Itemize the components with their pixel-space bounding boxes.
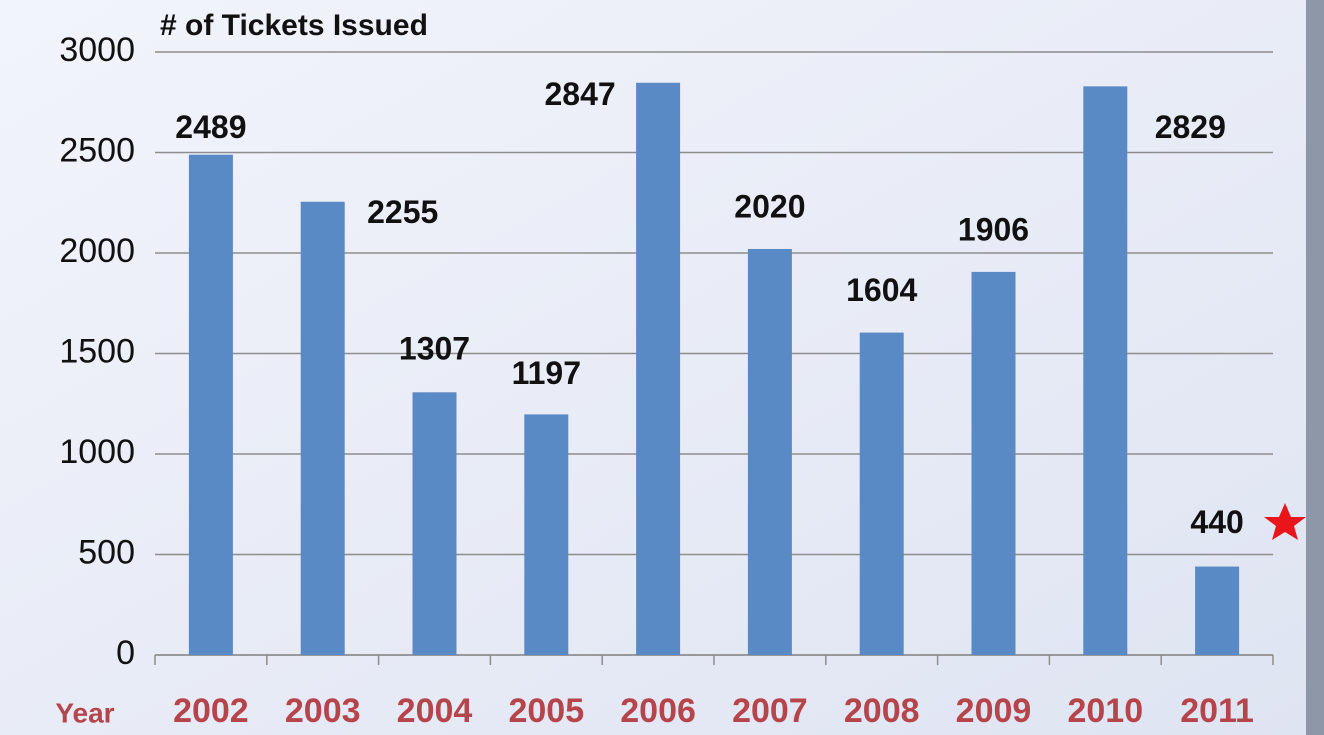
x-tick-label: 2007 bbox=[732, 692, 808, 730]
bar bbox=[971, 271, 1016, 655]
x-tick-label: 2005 bbox=[508, 692, 584, 730]
data-label: 1197 bbox=[512, 355, 581, 391]
bar bbox=[300, 201, 345, 655]
data-label: 2489 bbox=[175, 109, 246, 145]
bar bbox=[747, 248, 792, 656]
bar bbox=[859, 332, 904, 655]
y-tick-label: 500 bbox=[78, 533, 135, 571]
data-label: 2847 bbox=[545, 76, 616, 112]
data-label: 440 bbox=[1190, 504, 1243, 540]
data-label: 2255 bbox=[367, 194, 438, 230]
x-axis-label: Year bbox=[55, 697, 114, 728]
x-tick-label: 2008 bbox=[844, 692, 920, 730]
x-tick-label: 2003 bbox=[285, 692, 361, 730]
x-tick-label: 2009 bbox=[956, 692, 1032, 730]
y-tick-label: 2500 bbox=[59, 131, 135, 169]
x-tick-label: 2006 bbox=[620, 692, 696, 730]
data-label: 1906 bbox=[958, 211, 1029, 247]
x-tick-label: 2010 bbox=[1067, 692, 1143, 730]
y-tick-label: 1000 bbox=[59, 433, 135, 471]
y-tick-label: 2000 bbox=[59, 232, 135, 270]
y-tick-label: 3000 bbox=[59, 31, 135, 69]
bar bbox=[188, 154, 233, 655]
data-label: 1307 bbox=[399, 331, 470, 367]
x-tick-label: 2011 bbox=[1180, 692, 1254, 730]
bar bbox=[1195, 566, 1240, 655]
y-tick-label: 0 bbox=[116, 634, 135, 672]
x-tick-label: 2004 bbox=[397, 692, 473, 730]
bar bbox=[1083, 86, 1128, 656]
edge-strip bbox=[1306, 0, 1324, 735]
y-tick-label: 1500 bbox=[59, 332, 135, 370]
bar bbox=[524, 414, 569, 655]
data-label: 2020 bbox=[734, 188, 805, 224]
x-tick-label: 2002 bbox=[173, 692, 249, 730]
bar bbox=[412, 392, 457, 655]
plot: 0 500 1000 1500 2000 2500 3000 2002 2489 2003 2255… bbox=[59, 31, 1274, 730]
bar bbox=[636, 82, 681, 656]
chart-title: # of Tickets Issued bbox=[160, 9, 428, 42]
data-label: 2829 bbox=[1155, 109, 1226, 145]
star-icon bbox=[1264, 503, 1306, 540]
data-label: 1604 bbox=[846, 272, 917, 308]
